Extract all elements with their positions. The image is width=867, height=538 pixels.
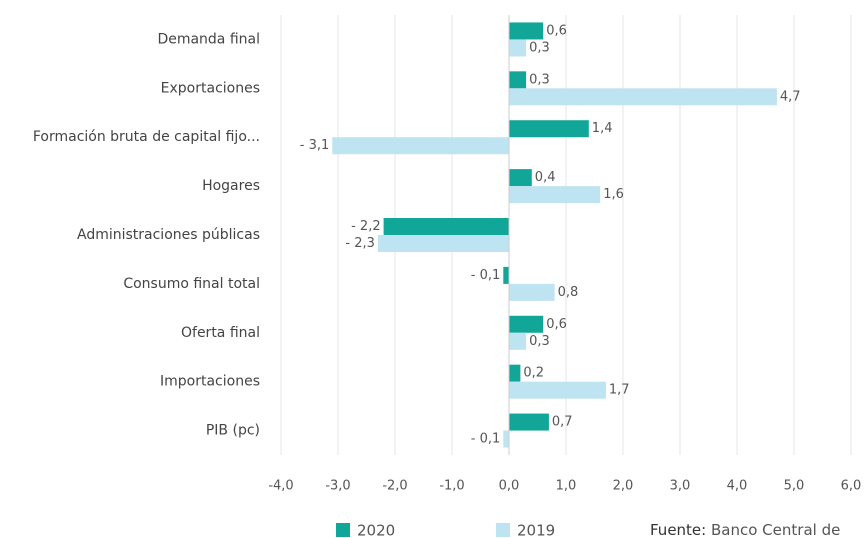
x-tick-label: 1,0 <box>556 479 577 494</box>
bar <box>509 381 606 399</box>
value-label: - 0,1 <box>471 432 501 447</box>
bar <box>509 283 555 301</box>
value-label: 0,2 <box>523 366 544 381</box>
bar <box>509 39 527 57</box>
value-label: 1,6 <box>603 187 624 202</box>
category-label: Formación bruta de capital fijo... <box>33 129 260 145</box>
bar <box>509 22 544 40</box>
legend-swatch <box>336 523 350 537</box>
legend-swatch <box>496 523 510 537</box>
bar <box>509 364 521 382</box>
source: Fuente: Banco Central de <box>650 521 840 538</box>
value-label: 0,3 <box>529 72 550 87</box>
bar <box>377 235 509 252</box>
bar <box>503 430 509 448</box>
category-label: Exportaciones <box>161 80 260 96</box>
bar <box>509 71 527 89</box>
x-tick-label: -4,0 <box>268 479 293 494</box>
bar <box>509 120 589 138</box>
x-tick-label: -1,0 <box>439 479 464 494</box>
x-tick-label: -3,0 <box>325 479 350 494</box>
value-label: 0,3 <box>529 334 550 349</box>
value-label: - 3,1 <box>300 138 330 153</box>
category-label: Hogares <box>202 178 260 194</box>
x-tick-label: 6,0 <box>841 479 862 494</box>
value-label: 0,6 <box>546 23 567 38</box>
category-label: Demanda final <box>157 31 260 47</box>
value-label: - 2,2 <box>351 219 381 234</box>
value-label: 0,6 <box>546 317 567 332</box>
value-label: 1,7 <box>609 383 630 398</box>
x-tick-label: -2,0 <box>382 479 407 494</box>
x-tick-label: 0,0 <box>499 479 520 494</box>
value-label: - 0,1 <box>471 268 501 283</box>
x-tick-label: 3,0 <box>670 479 691 494</box>
legend-label: 2019 <box>517 522 555 538</box>
value-label: 0,3 <box>529 40 550 55</box>
value-label: 1,4 <box>592 121 613 136</box>
category-label: Importaciones <box>160 374 260 390</box>
category-label: Oferta final <box>181 325 260 341</box>
bar <box>509 315 544 333</box>
bar <box>509 413 549 431</box>
category-label: PIB (pc) <box>206 423 260 439</box>
x-tick-label: 4,0 <box>727 479 748 494</box>
x-tick-label: 2,0 <box>613 479 634 494</box>
bar <box>509 332 527 350</box>
value-label: 0,8 <box>558 285 579 300</box>
value-label: - 2,3 <box>345 236 375 251</box>
bar <box>503 266 509 284</box>
category-label: Consumo final total <box>123 276 260 292</box>
value-label: 4,7 <box>780 89 801 104</box>
bar <box>509 88 777 106</box>
bar <box>509 186 601 204</box>
legend-label: 2020 <box>357 522 395 538</box>
value-label: 0,7 <box>552 415 573 430</box>
bar <box>332 137 509 155</box>
bar <box>383 218 509 235</box>
category-label: Administraciones públicas <box>77 227 260 243</box>
value-label: 0,4 <box>535 170 556 185</box>
x-tick-label: 5,0 <box>784 479 805 494</box>
bar <box>509 169 532 187</box>
